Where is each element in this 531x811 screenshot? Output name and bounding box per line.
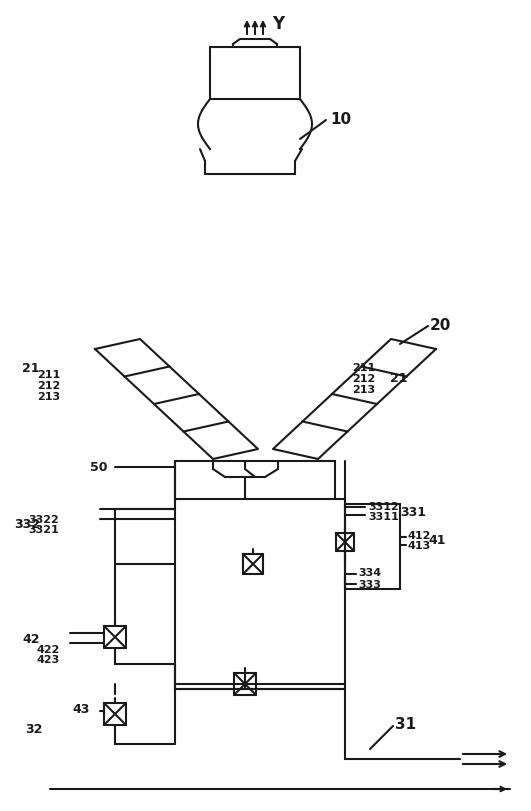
Text: 212: 212 [352,374,375,384]
Text: 422: 422 [36,644,59,654]
Text: 3312: 3312 [368,501,399,512]
Text: 423: 423 [36,654,59,664]
Text: 3311: 3311 [368,512,399,521]
Text: 333: 333 [358,579,381,590]
Text: 412: 412 [408,530,431,540]
Text: 21: 21 [390,371,407,384]
Text: 41: 41 [428,534,446,547]
Text: 50: 50 [90,461,107,474]
Text: 3322: 3322 [28,514,59,525]
Text: 10: 10 [330,113,351,127]
Text: 32: 32 [25,723,42,736]
Text: 212: 212 [37,380,60,391]
Bar [345,504,400,590]
Text: 31: 31 [395,717,416,732]
Text: 213: 213 [37,392,60,401]
Text: 334: 334 [358,568,381,577]
Text: 332: 332 [14,518,40,531]
Text: 213: 213 [352,384,375,394]
Text: 331: 331 [400,505,426,518]
Text: 42: 42 [22,633,39,646]
Text: 211: 211 [352,363,375,372]
Text: 3321: 3321 [28,525,59,534]
Text: 43: 43 [72,702,89,715]
Text: Y: Y [272,15,284,33]
Text: 413: 413 [408,540,431,551]
Text: 21: 21 [22,361,39,374]
Bar [175,500,345,689]
Text: 20: 20 [430,317,451,332]
Text: 211: 211 [37,370,60,380]
